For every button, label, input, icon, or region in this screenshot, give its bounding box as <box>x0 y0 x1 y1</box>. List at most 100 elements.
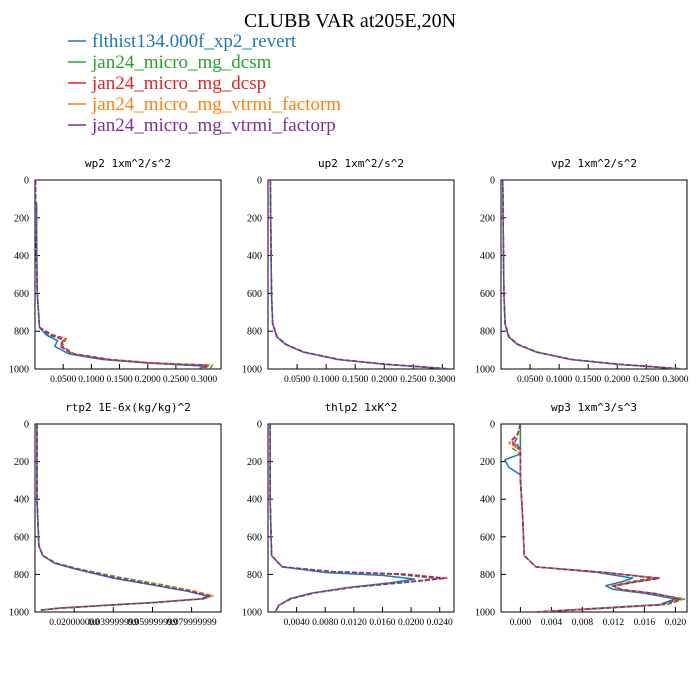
series-line-4 <box>501 180 683 369</box>
x-tick-label: 0.0500 <box>50 375 76 385</box>
panel-4: rtp2 1E-6x(kg/kg)^2 0 200 400 600 800 1000 0.02… <box>9 401 222 628</box>
y-tick-label: 200 <box>14 213 29 224</box>
x-tick-label: 0.3000 <box>429 375 455 385</box>
series-group <box>501 180 684 369</box>
y-tick-label: 400 <box>14 251 29 262</box>
y-tick-label: 1000 <box>242 365 262 376</box>
panel-2: up2 1xm^2/s^2 0 200 400 600 800 1000 0.0500 0.10… <box>242 157 456 385</box>
plot-frame <box>267 179 455 370</box>
plot-frame <box>34 423 222 613</box>
y-tick-label: 600 <box>247 532 262 543</box>
panel-3: vp2 1xm^2/s^2 0 200 400 600 800 1000 0.0500 0.10… <box>475 157 689 385</box>
series-line-4 <box>269 180 450 369</box>
legend-label: jan24_micro_mg_vtrmi_factorp <box>91 115 336 136</box>
series-line-3 <box>501 180 683 369</box>
series-line-3 <box>36 424 210 611</box>
x-tick-label: 0.1000 <box>78 375 104 385</box>
panel-title: up2 1xm^2/s^2 <box>318 157 404 170</box>
series-line-2 <box>269 180 452 369</box>
y-tick-label: 600 <box>14 532 29 543</box>
y-tick-label: 600 <box>14 289 29 300</box>
y-tick-label: 0 <box>490 176 495 187</box>
x-tick-label: 0.2500 <box>163 375 189 385</box>
y-tick-label: 400 <box>480 495 495 506</box>
x-tick-label: 0.0500 <box>517 375 543 385</box>
legend-item: jan24_micro_mg_dcsp <box>68 73 266 94</box>
series-line-2 <box>36 424 212 611</box>
x-tick-label: 0.004 <box>541 618 563 628</box>
y-tick-label: 600 <box>247 289 262 300</box>
y-tick-label: 0 <box>24 420 29 431</box>
plot-frame <box>267 423 455 613</box>
panel-title: rtp2 1E-6x(kg/kg)^2 <box>65 401 191 414</box>
x-tick-label: 0.0040 <box>284 618 310 628</box>
series-line-2 <box>511 424 686 612</box>
x-tick-label: 0.0240 <box>427 618 453 628</box>
x-tick-label: 0.0200 <box>398 618 424 628</box>
x-tick-label: 0.000 <box>510 618 532 628</box>
y-tick-label: 0 <box>24 176 29 187</box>
series-line-5 <box>501 180 682 369</box>
series-line-4 <box>36 424 214 611</box>
series-line-2 <box>269 424 437 612</box>
panel-title: wp2 1xm^2/s^2 <box>85 157 171 170</box>
series-line-2 <box>501 180 684 369</box>
panel-1: wp2 1xm^2/s^2 0 200 400 600 800 1000 0.0500 0.10… <box>9 157 222 385</box>
y-tick-label: 200 <box>480 213 495 224</box>
x-tick-label: 0.020000000 <box>49 618 99 628</box>
x-tick-label: 0.079999999 <box>167 618 217 628</box>
legend-item: jan24_micro_mg_dcsm <box>68 52 272 73</box>
y-tick-label: 400 <box>480 251 495 262</box>
y-tick-label: 800 <box>247 570 262 581</box>
x-tick-label: 0.1000 <box>313 375 339 385</box>
legend-label: flthist134.000f_xp2_revert <box>92 31 297 52</box>
panel-title: thlp2 1xK^2 <box>325 401 398 414</box>
series-line-3 <box>511 424 680 612</box>
series-group <box>36 424 214 611</box>
legend-item: jan24_micro_mg_vtrmi_factorm <box>68 94 341 115</box>
legend-item: jan24_micro_mg_vtrmi_factorp <box>68 115 336 136</box>
plot-frame <box>500 179 688 370</box>
x-tick-label: 0.020 <box>665 618 687 628</box>
series-group <box>504 424 686 612</box>
series-line-1 <box>36 424 209 611</box>
x-tick-label: 0.3000 <box>191 375 217 385</box>
panel-title: vp2 1xm^2/s^2 <box>551 157 637 170</box>
legend-item: flthist134.000f_xp2_revert <box>68 31 297 52</box>
series-line-3 <box>35 180 205 369</box>
figure-title: CLUBB VAR at205E,20N <box>244 10 456 32</box>
x-tick-label: 0.0160 <box>369 618 395 628</box>
series-line-4 <box>269 424 441 612</box>
x-tick-label: 0.059999999 <box>128 618 178 628</box>
x-tick-label: 0.2000 <box>604 375 630 385</box>
series-line-4 <box>508 424 683 612</box>
x-tick-label: 0.2500 <box>400 375 426 385</box>
series-line-5 <box>35 180 208 369</box>
x-tick-label: 0.039999999 <box>88 618 138 628</box>
y-tick-label: 200 <box>480 457 495 468</box>
y-tick-label: 800 <box>247 327 262 338</box>
y-tick-label: 800 <box>480 570 495 581</box>
series-group <box>269 424 448 612</box>
y-tick-label: 0 <box>490 420 495 431</box>
x-tick-label: 0.0080 <box>312 618 338 628</box>
panel-5: thlp2 1xK^2 0 200 400 600 800 1000 0.0040 0.0080… <box>242 401 455 628</box>
y-tick-label: 600 <box>480 532 495 543</box>
series-line-3 <box>269 424 448 612</box>
series-line-4 <box>35 180 211 369</box>
legend-label: jan24_micro_mg_dcsp <box>91 73 266 94</box>
plot-frame <box>500 423 688 613</box>
y-tick-label: 800 <box>480 327 495 338</box>
x-tick-label: 0.2500 <box>633 375 659 385</box>
y-tick-label: 0 <box>257 176 262 187</box>
legend-label: jan24_micro_mg_vtrmi_factorm <box>91 94 341 115</box>
y-tick-label: 400 <box>247 495 262 506</box>
x-tick-label: 0.1500 <box>342 375 368 385</box>
legend-label: jan24_micro_mg_dcsm <box>91 52 272 73</box>
x-tick-label: 0.2000 <box>371 375 397 385</box>
y-tick-label: 200 <box>247 457 262 468</box>
x-tick-label: 0.2000 <box>135 375 161 385</box>
panel-title: wp3 1xm^3/s^3 <box>551 401 637 414</box>
